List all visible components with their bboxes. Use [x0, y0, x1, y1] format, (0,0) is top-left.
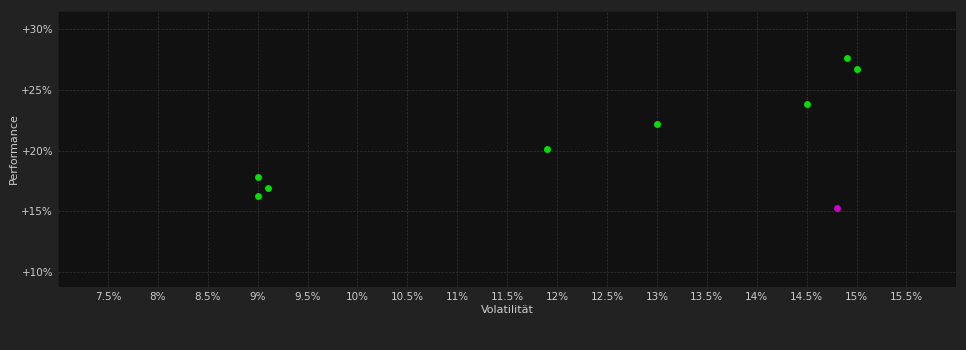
Point [539, 147, 554, 152]
Point [260, 186, 275, 191]
Point [799, 102, 814, 107]
Point [838, 55, 854, 61]
Point [250, 175, 266, 180]
Point [649, 121, 665, 127]
Point [250, 193, 266, 198]
Y-axis label: Performance: Performance [9, 113, 18, 184]
X-axis label: Volatilität: Volatilität [481, 304, 533, 315]
Point [829, 205, 844, 211]
Point [849, 66, 865, 72]
